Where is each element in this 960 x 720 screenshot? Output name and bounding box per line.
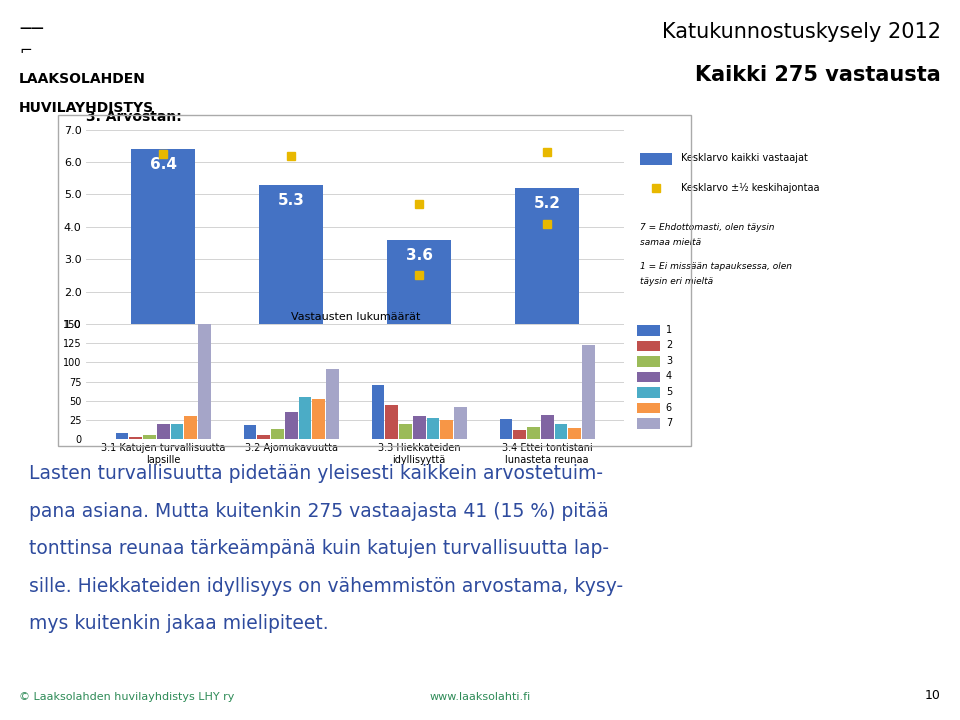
- Text: sille. Hiekkateiden idyllisyys on vähemmistön arvostama, kysy-: sille. Hiekkateiden idyllisyys on vähemm…: [29, 577, 623, 595]
- Text: 3: 3: [666, 356, 672, 366]
- Text: 6.4: 6.4: [150, 157, 177, 172]
- Text: Katukunnostuskysely 2012: Katukunnostuskysely 2012: [661, 22, 941, 42]
- Bar: [198, 324, 210, 439]
- Title: Vastausten lukumäärät: Vastausten lukumäärät: [291, 312, 420, 322]
- Bar: [132, 149, 195, 324]
- Bar: [640, 153, 672, 165]
- Text: LAAKSOLAHDEN: LAAKSOLAHDEN: [19, 72, 146, 86]
- Bar: [387, 240, 451, 324]
- Bar: [637, 403, 660, 413]
- Text: 1 = Ei missään tapauksessa, olen: 1 = Ei missään tapauksessa, olen: [640, 262, 792, 271]
- Bar: [540, 415, 554, 439]
- Bar: [259, 184, 324, 324]
- Bar: [555, 424, 567, 439]
- Text: © Laaksolahden huvilayhdistys LHY ry: © Laaksolahden huvilayhdistys LHY ry: [19, 692, 234, 702]
- Bar: [582, 345, 594, 439]
- Text: ⌐: ⌐: [19, 43, 32, 58]
- Text: Kesklarvo kaikki vastaajat: Kesklarvo kaikki vastaajat: [682, 153, 808, 163]
- Text: 1: 1: [666, 325, 672, 335]
- Bar: [386, 405, 398, 439]
- Bar: [454, 407, 467, 439]
- Text: tonttinsa reunaa tärkeämpänä kuin katujen turvallisuutta lap-: tonttinsa reunaa tärkeämpänä kuin katuje…: [29, 539, 609, 558]
- Bar: [312, 400, 324, 439]
- Bar: [426, 418, 440, 439]
- Bar: [413, 416, 425, 439]
- Text: Kaikki 275 vastausta: Kaikki 275 vastausta: [695, 65, 941, 85]
- Bar: [326, 369, 339, 439]
- Bar: [372, 385, 384, 439]
- Bar: [299, 397, 311, 439]
- Text: ——: ——: [19, 22, 44, 35]
- Bar: [500, 419, 513, 439]
- Bar: [637, 387, 660, 397]
- Text: 5.3: 5.3: [277, 193, 304, 208]
- Text: 3.6: 3.6: [406, 248, 433, 263]
- Text: Kesklarvo ±½ keskihajontaa: Kesklarvo ±½ keskihajontaa: [682, 183, 820, 193]
- Text: 6: 6: [666, 402, 672, 413]
- Text: 2: 2: [666, 341, 672, 351]
- Text: Lasten turvallisuutta pidetään yleisesti kaikkein arvostetuim-: Lasten turvallisuutta pidetään yleisesti…: [29, 464, 603, 483]
- Text: pana asiana. Mutta kuitenkin 275 vastaajasta 41 (15 %) pitää: pana asiana. Mutta kuitenkin 275 vastaaj…: [29, 502, 609, 521]
- Text: www.laaksolahti.fi: www.laaksolahti.fi: [429, 692, 531, 702]
- Bar: [637, 356, 660, 366]
- Bar: [116, 433, 129, 439]
- Text: 5.2: 5.2: [534, 196, 561, 211]
- Bar: [257, 436, 270, 439]
- Text: 10: 10: [924, 689, 941, 702]
- Text: 7 = Ehdottomasti, olen täysin: 7 = Ehdottomasti, olen täysin: [640, 223, 775, 232]
- Bar: [637, 325, 660, 336]
- Bar: [516, 188, 579, 324]
- Text: samaa mieltä: samaa mieltä: [640, 238, 701, 248]
- Bar: [637, 341, 660, 351]
- Text: mys kuitenkin jakaa mielipiteet.: mys kuitenkin jakaa mielipiteet.: [29, 614, 328, 633]
- Bar: [244, 426, 256, 439]
- Text: 4: 4: [666, 372, 672, 382]
- Bar: [184, 416, 197, 439]
- Bar: [285, 413, 298, 439]
- Bar: [143, 436, 156, 439]
- Bar: [156, 424, 170, 439]
- Bar: [637, 372, 660, 382]
- Bar: [527, 427, 540, 439]
- Text: täysin eri mieltä: täysin eri mieltä: [640, 277, 713, 287]
- Text: 7: 7: [666, 418, 672, 428]
- Text: 3. Arvostan:: 3. Arvostan:: [86, 110, 182, 125]
- Text: 5: 5: [666, 387, 672, 397]
- Bar: [271, 429, 284, 439]
- Bar: [130, 437, 142, 439]
- Bar: [568, 428, 581, 439]
- Bar: [171, 424, 183, 439]
- Bar: [399, 424, 412, 439]
- Bar: [514, 430, 526, 439]
- Text: HUVILAYHDISTYS: HUVILAYHDISTYS: [19, 101, 155, 114]
- Bar: [441, 420, 453, 439]
- Bar: [637, 418, 660, 429]
